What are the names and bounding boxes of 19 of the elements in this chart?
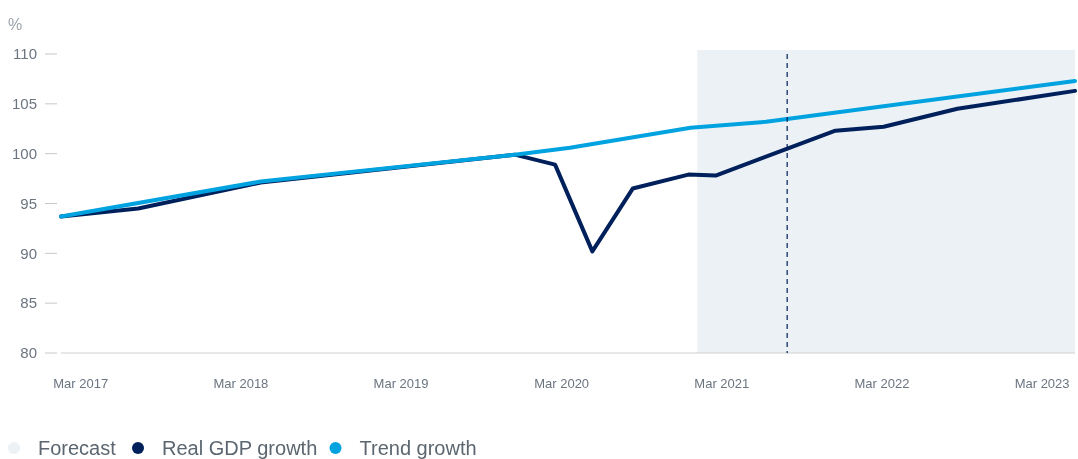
y-tick-label: 90: [20, 244, 37, 262]
y-axis-title: %: [8, 16, 23, 33]
legend-label: Trend growth: [359, 437, 477, 459]
x-tick-label: Mar 2021: [694, 376, 750, 391]
y-tick-label: 95: [20, 194, 37, 212]
legend-label: Forecast: [38, 437, 117, 459]
x-tick-label: Mar 2019: [373, 376, 429, 391]
x-tick-label: Mar 2017: [53, 376, 109, 391]
y-tick-label: 80: [20, 344, 37, 362]
y-tick-label: 100: [11, 144, 37, 162]
x-tick-label: Mar 2020: [534, 376, 590, 391]
x-tick-label: Mar 2023: [1014, 376, 1070, 391]
legend-label: Real GDP growth: [162, 437, 318, 459]
y-tick-label: 105: [11, 95, 37, 113]
y-tick-label: 85: [20, 294, 37, 312]
line-series: [59, 78, 1077, 219]
y-tick-label: 110: [13, 45, 37, 63]
x-tick-label: Mar 2022: [854, 376, 910, 391]
x-tick-label: Mar 2018: [213, 376, 269, 391]
